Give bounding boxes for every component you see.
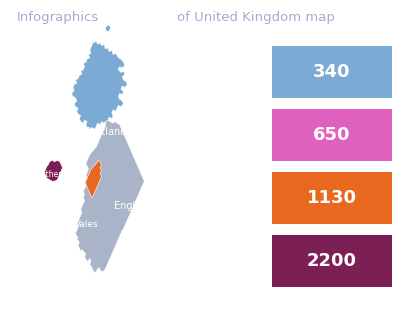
Polygon shape xyxy=(44,160,63,181)
Polygon shape xyxy=(105,25,110,32)
FancyBboxPatch shape xyxy=(272,172,391,224)
Text: Northern
Ireland: Northern Ireland xyxy=(33,170,67,189)
Text: 340: 340 xyxy=(313,63,351,81)
Text: Infographics: Infographics xyxy=(16,11,99,24)
Polygon shape xyxy=(86,160,101,197)
Text: 650: 650 xyxy=(313,126,351,144)
Text: Wales: Wales xyxy=(71,220,98,229)
Text: 1130: 1130 xyxy=(307,189,357,207)
Polygon shape xyxy=(72,40,127,129)
Text: England: England xyxy=(114,202,154,212)
FancyBboxPatch shape xyxy=(272,235,391,287)
Text: Scotland: Scotland xyxy=(84,127,126,137)
FancyBboxPatch shape xyxy=(272,46,391,98)
Text: 2200: 2200 xyxy=(307,252,357,269)
FancyBboxPatch shape xyxy=(272,109,391,161)
Text: of United Kingdom map: of United Kingdom map xyxy=(177,11,335,24)
Polygon shape xyxy=(75,120,144,273)
